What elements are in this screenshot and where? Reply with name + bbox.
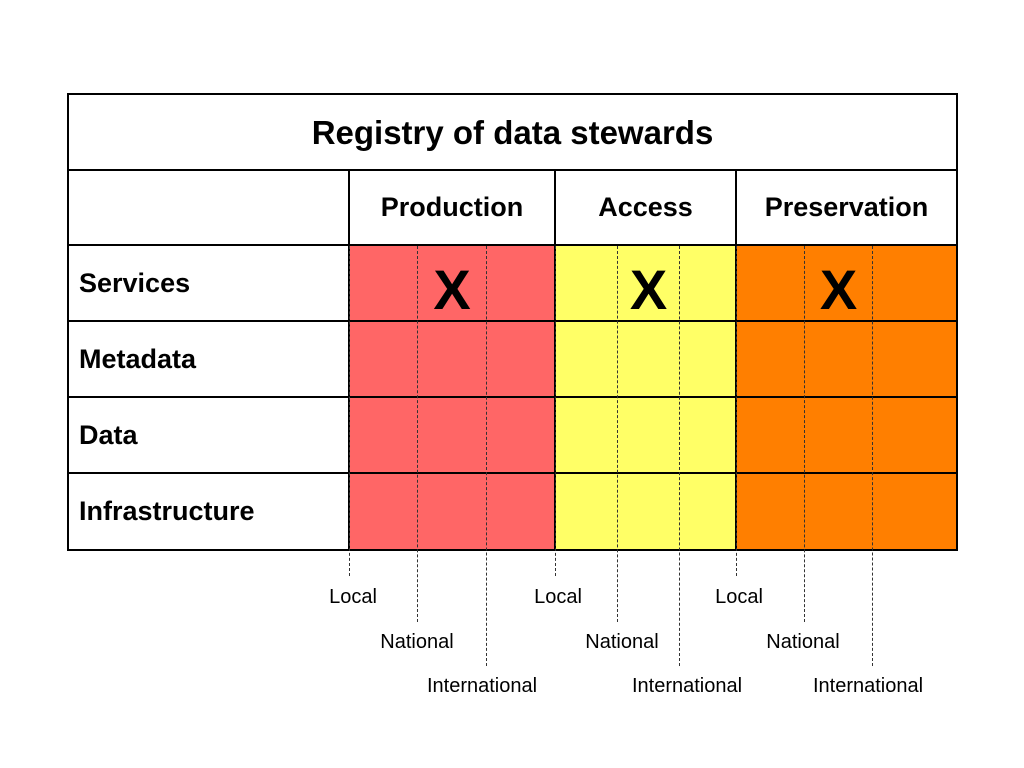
- international-divider-preservation: [872, 246, 873, 666]
- local-divider-production: [349, 246, 350, 576]
- row-header-infrastructure: Infrastructure: [79, 495, 255, 526]
- national-divider-production: [417, 246, 418, 622]
- level-label-local: Local: [715, 585, 763, 608]
- level-label-international: International: [426, 674, 538, 697]
- grid-line: [68, 169, 956, 171]
- level-label-local: Local: [329, 585, 377, 608]
- level-label-national: National: [380, 630, 454, 653]
- grid-line: [68, 396, 956, 398]
- services-production-mark: X: [433, 258, 471, 321]
- table-border: [67, 93, 958, 551]
- table-title: Registry of data stewards: [311, 113, 714, 151]
- level-label-international: International: [631, 674, 743, 697]
- grid-line: [68, 320, 956, 322]
- local-divider-preservation: [736, 246, 737, 576]
- level-label-local: Local: [534, 585, 582, 608]
- column-header-access: Access: [598, 192, 693, 222]
- services-access-mark: X: [629, 258, 668, 321]
- national-divider-access: [617, 246, 618, 622]
- services-preservation-mark: X: [819, 258, 858, 321]
- row-header-data: Data: [79, 419, 138, 450]
- level-label-international: International: [812, 674, 924, 697]
- column-header-production: Production: [380, 192, 524, 222]
- grid-line: [68, 244, 956, 246]
- national-divider-preservation: [804, 246, 805, 622]
- row-header-services: Services: [79, 267, 191, 298]
- level-label-national: National: [766, 630, 840, 653]
- grid-line: [68, 472, 956, 474]
- international-divider-production: [486, 246, 487, 666]
- international-divider-access: [679, 246, 680, 666]
- level-label-national: National: [585, 630, 659, 653]
- column-header-preservation: Preservation: [764, 192, 929, 222]
- row-header-metadata: Metadata: [79, 343, 197, 374]
- local-divider-access: [555, 246, 556, 576]
